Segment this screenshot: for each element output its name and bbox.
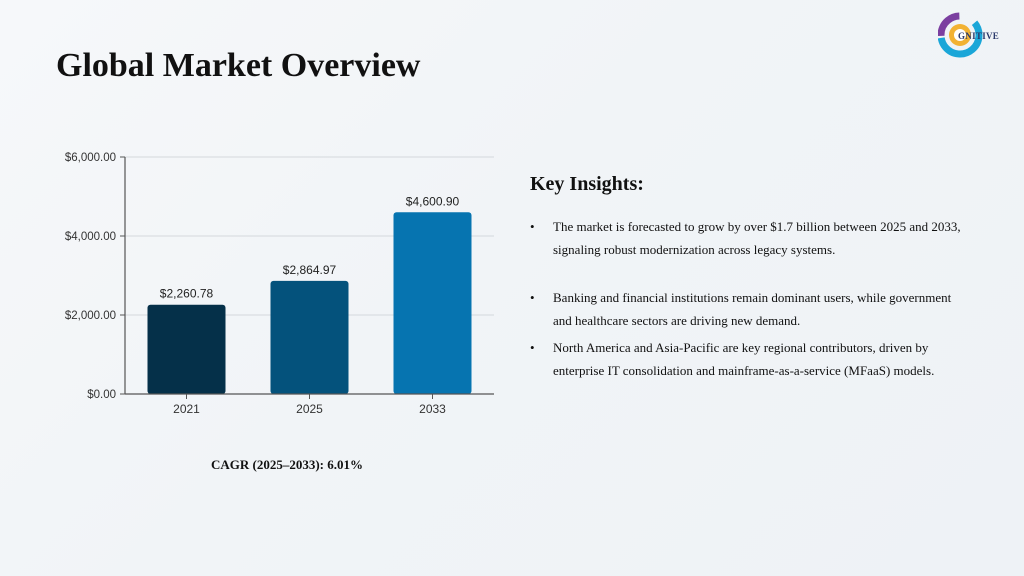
company-logo: GNITIVE [937,12,1018,58]
bar-2021 [147,304,226,394]
bar-value-label: $2,864.97 [283,263,337,277]
insights-list: • The market is forecasted to grow by ov… [530,215,970,382]
insight-text: The market is forecasted to grow by over… [553,219,961,257]
key-insights-panel: Key Insights: • The market is forecasted… [530,171,970,382]
bullet-marker: • [530,219,535,234]
x-tick-label: 2033 [419,402,446,416]
bar-value-label: $4,600.90 [406,194,460,208]
market-bar-chart: $0.00 $2,000.00 $4,000.00 $6,000.00 $2,260.7… [65,152,494,416]
key-insights-heading: Key Insights: [530,173,644,195]
cagr-caption: CAGR (2025–2033): 6.01% [211,457,364,472]
bullet-marker: • [530,340,535,355]
insight-item: • North America and Asia-Pacific are key… [530,336,970,382]
bar-2025 [270,280,349,394]
bar-2033 [393,212,472,394]
y-tick-label: $2,000.00 [65,310,116,322]
insight-text: North America and Asia-Pacific are key r… [553,340,935,378]
logo-wordmark: GNITIVE [958,31,1000,41]
bar-value-label: $2,260.78 [160,287,214,301]
y-tick-label: $4,000.00 [65,231,116,243]
page-title: Global Market Overview [56,47,421,84]
y-tick-label: $6,000.00 [65,152,116,164]
x-tick-label: 2021 [173,402,200,416]
insight-item: • The market is forecasted to grow by ov… [530,215,970,261]
insight-text: Banking and financial institutions remai… [553,290,952,328]
bullet-marker: • [530,290,535,305]
logo-icon [937,12,983,58]
y-tick-label: $0.00 [87,389,116,401]
insight-item: • Banking and financial institutions rem… [530,286,970,332]
x-tick-label: 2025 [296,402,323,416]
